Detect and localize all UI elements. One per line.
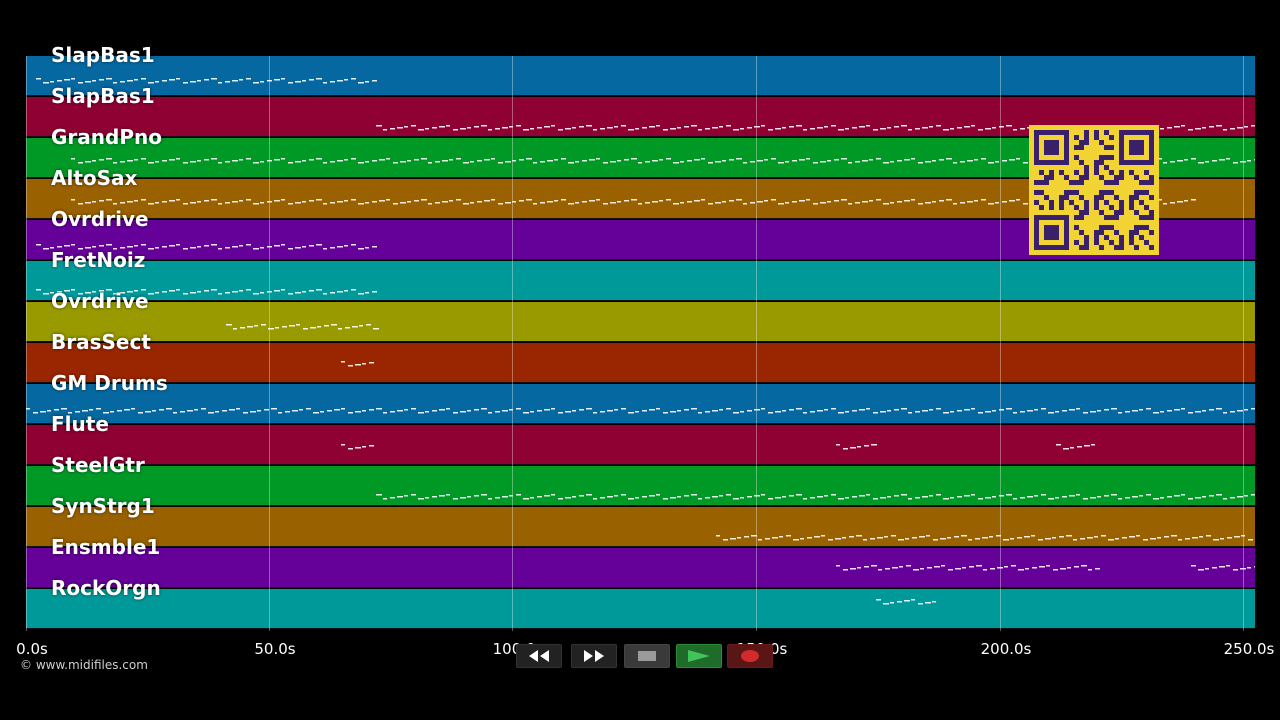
track-label: SteelGtr <box>51 453 145 477</box>
track-label: SlapBas1 <box>51 84 155 108</box>
play-icon <box>688 650 710 662</box>
note-lane <box>36 244 377 250</box>
tick-label: 200.0s <box>980 640 1032 658</box>
track-label: BrasSect <box>51 330 151 354</box>
note-lane <box>341 361 374 367</box>
note-lane <box>36 78 377 84</box>
stop-icon <box>638 651 656 661</box>
play-button[interactable] <box>676 644 722 668</box>
grid-line <box>756 56 757 631</box>
fast-forward-button[interactable] <box>571 644 617 668</box>
rewind-icon <box>529 650 549 662</box>
note-lane <box>226 324 379 330</box>
tick-label: 0.0s <box>16 640 48 658</box>
grid-line <box>1243 56 1244 631</box>
grid-line <box>26 56 27 631</box>
note-lane <box>71 199 1196 205</box>
track-row: SlapBas1 <box>26 43 1255 96</box>
grid-line <box>1000 56 1001 631</box>
track-label: SynStrg1 <box>51 494 155 518</box>
track-row: SynStrg1 <box>26 494 1255 547</box>
note-lane <box>26 408 1255 414</box>
track-label: GM Drums <box>51 371 168 395</box>
note-lane <box>341 444 1095 450</box>
rewind-button[interactable] <box>516 644 562 668</box>
stop-button[interactable] <box>624 644 670 668</box>
credit-text: © www.midifiles.com <box>20 658 148 672</box>
grid-line <box>269 56 270 631</box>
track-row: Flute <box>26 412 1255 465</box>
track-row: Ovrdrive <box>26 289 1255 342</box>
qr-code <box>1029 125 1159 255</box>
track-label: GrandPno <box>51 125 162 149</box>
track-label: FretNoiz <box>51 248 146 272</box>
track-row: SteelGtr <box>26 453 1255 506</box>
track-row: RockOrgn <box>26 576 1255 629</box>
track-row: BrasSect <box>26 330 1255 383</box>
tick-label: 250.0s <box>1223 640 1275 658</box>
track-label: AltoSax <box>51 166 138 190</box>
track-label: Ensmble1 <box>51 535 161 559</box>
track-label: Ovrdrive <box>51 289 149 313</box>
note-lane <box>836 565 1255 571</box>
note-lane <box>876 599 936 605</box>
note-lane <box>36 289 377 295</box>
track-row: GM Drums <box>26 371 1255 424</box>
note-lane <box>376 494 1255 500</box>
track-row: FretNoiz <box>26 248 1255 301</box>
track-label: SlapBas1 <box>51 43 155 67</box>
record-button[interactable] <box>727 644 773 668</box>
track-label: Flute <box>51 412 109 436</box>
track-label: Ovrdrive <box>51 207 149 231</box>
piano-roll: SlapBas1 SlapBas1 GrandPno AltoSax Ovrdrive F… <box>26 43 1255 631</box>
note-lane <box>716 535 1253 541</box>
track-row: Ensmble1 <box>26 535 1255 588</box>
fast-forward-icon <box>584 650 604 662</box>
transport-bar <box>512 644 773 670</box>
record-icon <box>741 650 759 662</box>
grid-line <box>512 56 513 631</box>
tick-label: 50.0s <box>254 640 296 658</box>
track-label: RockOrgn <box>51 576 161 600</box>
